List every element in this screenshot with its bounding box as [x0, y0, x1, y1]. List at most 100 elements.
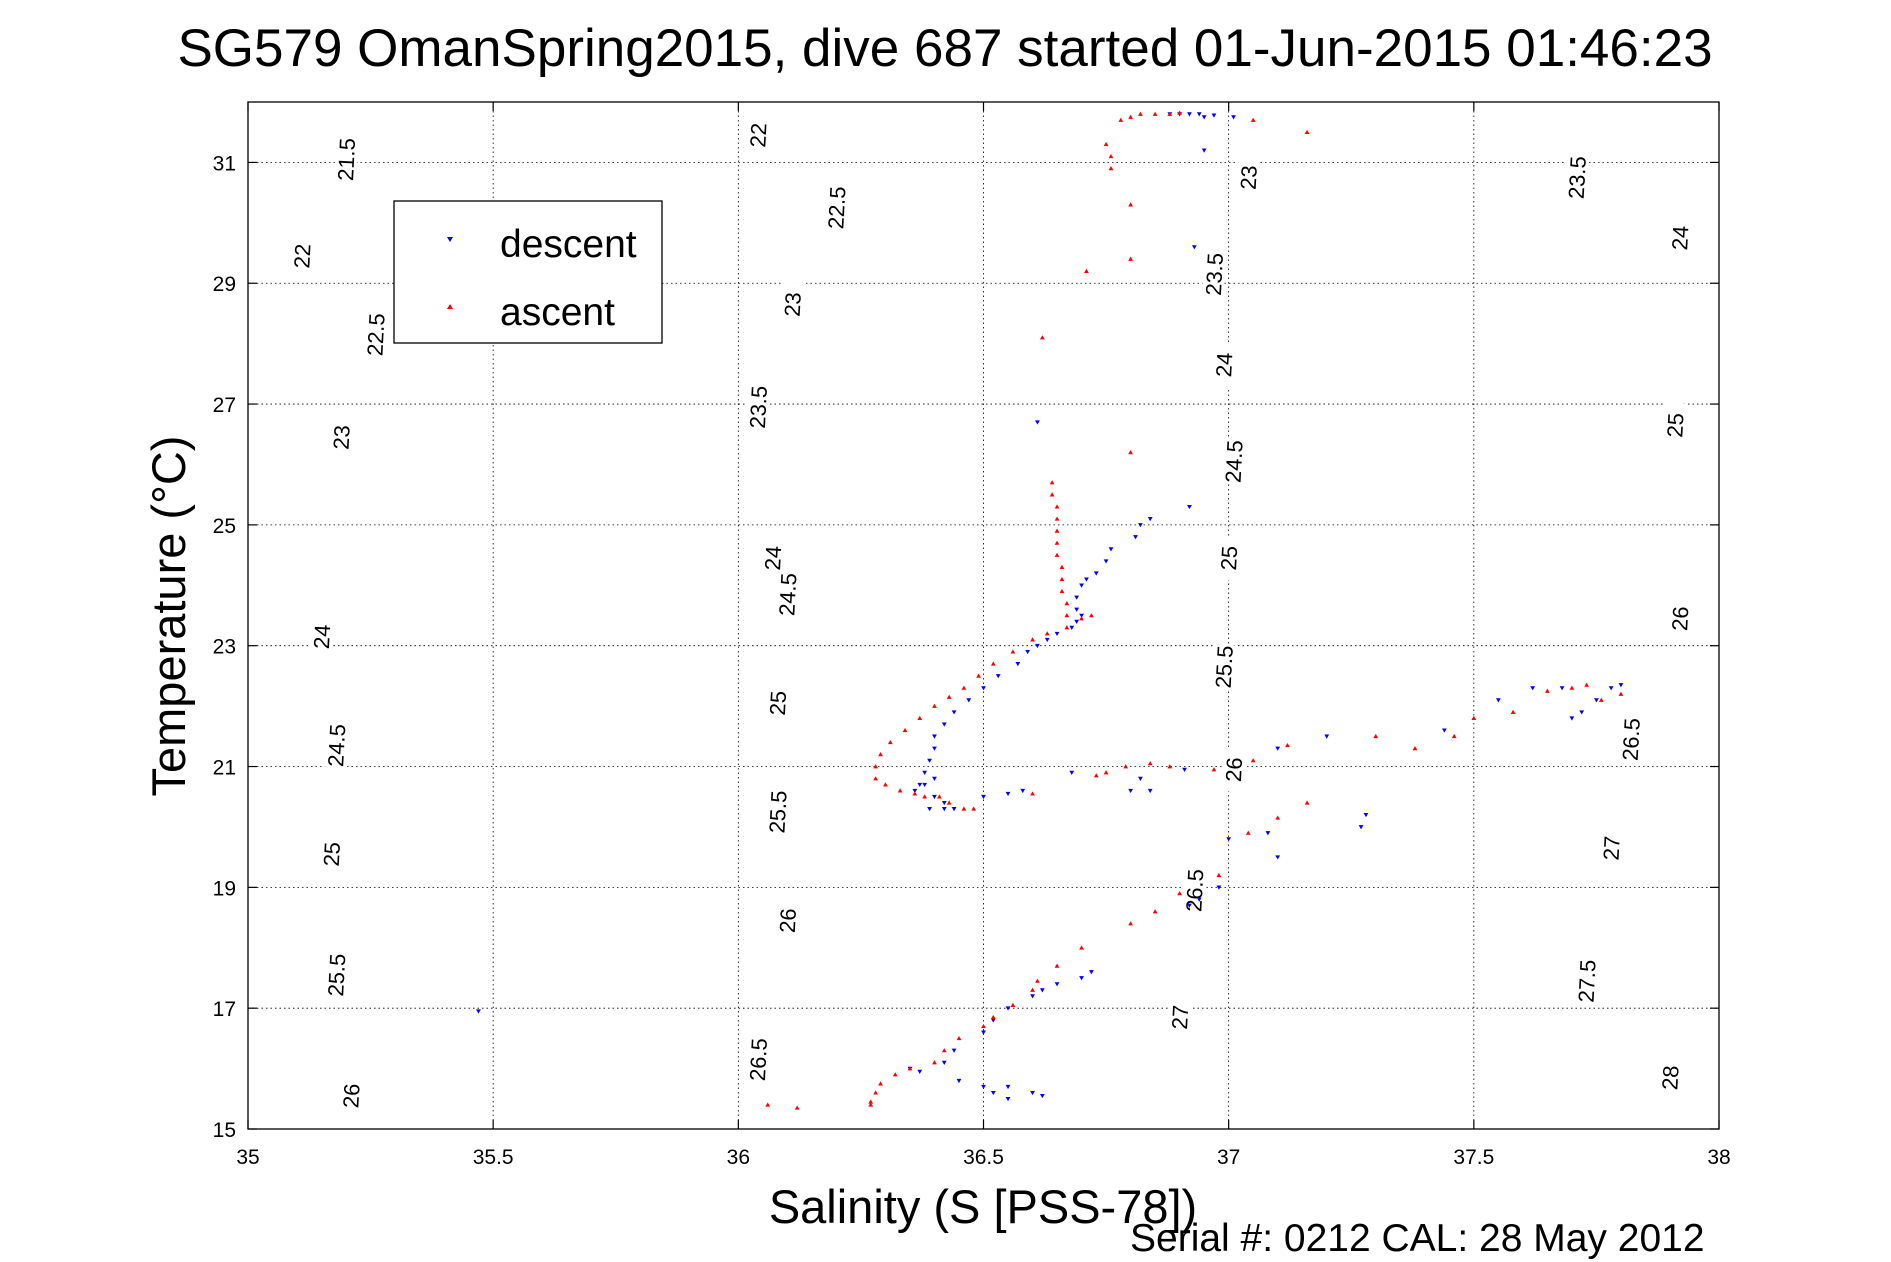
ascent-point: [990, 661, 996, 666]
descent-point: [1030, 1090, 1035, 1096]
contour-label-bg: [1236, 154, 1261, 201]
descent-point: [1231, 115, 1236, 120]
ascent-point: [971, 806, 977, 811]
descent-point: [1005, 791, 1011, 797]
descent-point: [1275, 855, 1281, 860]
descent-point: [1054, 982, 1060, 987]
descent-point: [981, 686, 986, 691]
descent-point: [1226, 837, 1232, 842]
legend-marker-descent: [447, 237, 453, 242]
contour-label: 24: [1211, 352, 1237, 378]
contour-label: 24: [309, 624, 335, 650]
ascent-point: [873, 764, 879, 769]
contour-label: 26: [1667, 606, 1693, 632]
ascent-point: [1152, 909, 1158, 914]
x-tick-label: 37.5: [1453, 1146, 1494, 1169]
ascent-point: [941, 1048, 947, 1053]
descent-point: [1138, 523, 1143, 528]
descent-point: [1530, 686, 1536, 691]
ascent-point: [765, 1102, 771, 1107]
ascent-point: [1059, 564, 1065, 569]
descent-point: [1088, 970, 1094, 975]
contour-label: 25.5: [323, 953, 350, 997]
descent-point: [927, 758, 932, 763]
ascent-point: [1039, 335, 1045, 340]
ascent-point: [1177, 110, 1183, 115]
descent-point: [951, 1048, 957, 1053]
descent-point: [927, 807, 932, 812]
contour-label-bg: [775, 571, 800, 617]
contour-label: 24.5: [1220, 439, 1247, 483]
ascent-point: [1167, 764, 1173, 769]
descent-point: [1025, 649, 1031, 655]
descent-point: [941, 800, 947, 806]
descent-point: [1035, 420, 1040, 425]
descent-point: [1103, 559, 1109, 564]
contour-label: 26: [1221, 757, 1247, 783]
contour-label-bg: [775, 898, 800, 944]
ascent-point: [961, 685, 967, 690]
descent-point: [1039, 988, 1045, 993]
descent-point: [922, 770, 928, 775]
contour-label: 25.5: [764, 790, 791, 834]
ascent-point: [1569, 685, 1575, 690]
ascent-point: [878, 752, 883, 757]
ascent-point: [1093, 773, 1099, 778]
contour-label-bg: [1221, 438, 1246, 485]
descent-point: [1275, 746, 1281, 751]
descent-point: [1093, 571, 1099, 576]
x-axis-label: Salinity (S [PSS-78]): [769, 1180, 1197, 1233]
descent-point: [917, 1069, 923, 1075]
ascent-point: [912, 791, 918, 796]
ascent-point: [902, 727, 908, 733]
contour-label-bg: [1216, 535, 1241, 581]
ascent-point: [1108, 153, 1114, 159]
contour-label: 27.5: [1574, 959, 1601, 1003]
descent-point: [1079, 583, 1084, 588]
ascent-point: [1304, 129, 1310, 135]
descent-point: [1363, 813, 1369, 818]
ascent-point: [873, 776, 879, 781]
ascent-point: [1054, 963, 1060, 968]
ascent-point: [1544, 688, 1550, 693]
contour-label-bg: [765, 680, 790, 726]
contour-label-bg: [309, 614, 334, 660]
ascent-point: [1054, 504, 1060, 509]
ascent-point: [878, 1081, 883, 1086]
x-tick-label: 35.5: [473, 1146, 514, 1169]
x-tick-label: 38: [1707, 1146, 1730, 1169]
contour-label-bg: [1221, 747, 1246, 793]
ascent-point: [892, 1072, 898, 1077]
x-tick-label: 35: [236, 1146, 259, 1169]
contour-label-bg: [1167, 994, 1192, 1040]
y-axis-label: Temperature (°C): [142, 436, 195, 797]
x-tick-label: 36.5: [963, 1146, 1004, 1169]
descent-point: [1035, 643, 1040, 649]
descent-point: [1044, 637, 1050, 643]
ascent-point: [1118, 117, 1124, 122]
ascent-point: [1079, 945, 1084, 950]
ascent-point: [1084, 268, 1089, 273]
ascent-point: [1054, 540, 1060, 545]
descent-point: [1324, 734, 1330, 739]
contour-label-bg: [1211, 342, 1236, 388]
descent-point: [995, 674, 1001, 679]
y-tick-label: 23: [213, 636, 236, 659]
ascent-point: [1373, 733, 1379, 739]
contour-label-bg: [363, 312, 388, 358]
descent-point: [1191, 245, 1197, 250]
descent-point: [1569, 716, 1575, 721]
contour-label: 25: [1216, 545, 1242, 571]
ascent-point: [946, 694, 952, 699]
ascent-point: [1412, 746, 1418, 751]
ascent-point: [1010, 649, 1016, 654]
contour-label-bg: [745, 112, 771, 158]
contour-label-bg: [760, 535, 785, 581]
legend-marker-ascent: [447, 304, 453, 309]
contour-label-bg: [1667, 596, 1692, 642]
contour-label: 23: [1236, 165, 1262, 191]
contour-label-bg: [338, 1073, 364, 1119]
descent-point: [1133, 535, 1138, 540]
ascent-point: [1471, 715, 1477, 720]
y-tick-label: 29: [213, 273, 236, 296]
